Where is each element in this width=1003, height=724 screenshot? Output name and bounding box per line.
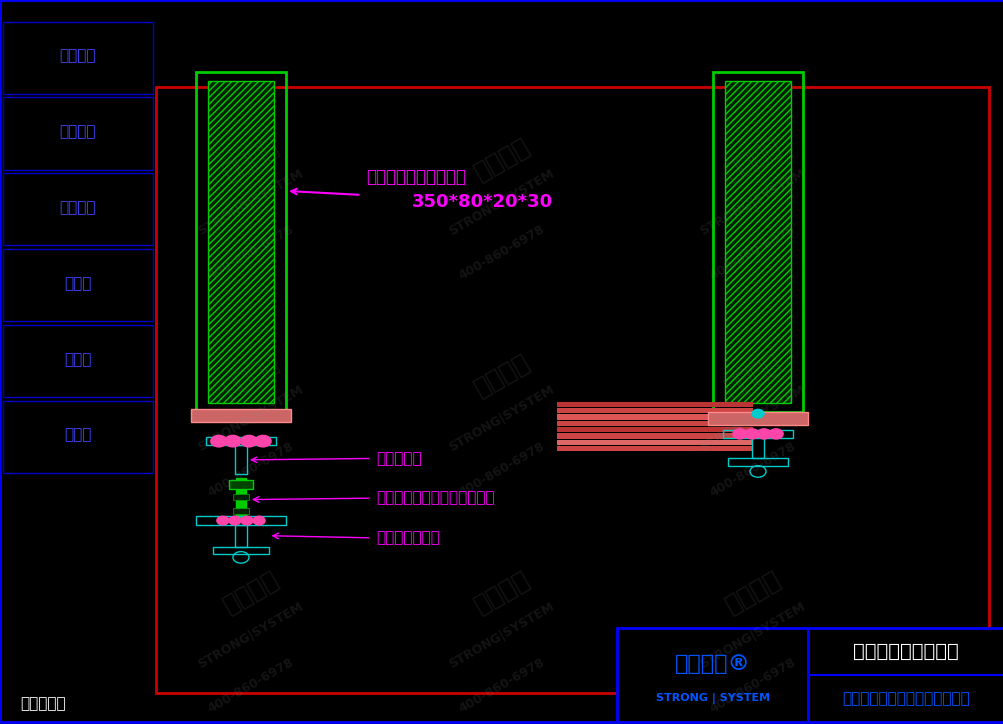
Text: STRONG|SYSTEM: STRONG|SYSTEM [196, 167, 306, 237]
Circle shape [211, 435, 227, 447]
Text: 中交矩形精制钢系统: 中交矩形精制钢系统 [853, 642, 958, 661]
Bar [213, 547, 269, 554]
Text: 西创系统: 西创系统 [720, 350, 784, 401]
Text: 大通透: 大通透 [64, 352, 91, 366]
Text: 西创系统: 西创系统 [469, 567, 534, 618]
Bar [229, 480, 253, 489]
Text: 400-860-6978: 400-860-6978 [707, 656, 797, 716]
Bar [235, 445, 247, 474]
Circle shape [241, 516, 253, 525]
Text: STRONG|SYSTEM: STRONG|SYSTEM [446, 383, 557, 454]
Text: 西创系统: 西创系统 [219, 133, 283, 184]
Text: 更纤细: 更纤细 [64, 427, 91, 442]
Text: STRONG|SYSTEM: STRONG|SYSTEM [697, 599, 807, 671]
Bar [617, 628, 807, 722]
Bar [557, 408, 752, 413]
Bar [724, 81, 790, 403]
Text: STRONG|SYSTEM: STRONG|SYSTEM [446, 599, 557, 671]
Text: 西创系统: 西创系统 [469, 133, 534, 184]
Circle shape [255, 435, 271, 447]
Text: 西创系统：精制钢立柱: 西创系统：精制钢立柱 [366, 168, 466, 186]
Bar [3, 22, 152, 94]
Text: STRONG|SYSTEM: STRONG|SYSTEM [446, 167, 557, 237]
Bar [206, 437, 276, 445]
Text: 西创系统: 西创系统 [219, 567, 283, 618]
Bar [557, 433, 752, 439]
Text: 超级防腐: 超级防腐 [59, 200, 96, 215]
Circle shape [744, 429, 758, 439]
Bar [196, 516, 286, 525]
Text: 安全防火: 安全防火 [59, 49, 96, 64]
Bar [807, 628, 1003, 722]
Bar [557, 439, 752, 445]
Circle shape [217, 516, 229, 525]
Text: 400-860-6978: 400-860-6978 [206, 656, 296, 716]
Bar [557, 414, 752, 420]
Circle shape [229, 516, 241, 525]
Text: 400-860-6978: 400-860-6978 [707, 439, 797, 499]
Bar [3, 400, 152, 473]
Text: 铝合金端头: 铝合金端头 [376, 451, 421, 466]
Bar [196, 72, 286, 411]
Circle shape [253, 516, 265, 525]
Circle shape [751, 409, 763, 418]
Circle shape [732, 429, 746, 439]
Text: STRONG|SYSTEM: STRONG|SYSTEM [196, 599, 306, 671]
Bar [722, 429, 792, 438]
Text: 大跨度: 大跨度 [64, 276, 91, 291]
Bar [557, 421, 752, 426]
Text: STRONG|SYSTEM: STRONG|SYSTEM [196, 383, 306, 454]
Bar [3, 249, 152, 321]
Text: 西创系统®: 西创系统® [674, 654, 750, 674]
Circle shape [225, 435, 241, 447]
Text: 西创系统：公母螺栓（专利）: 西创系统：公母螺栓（专利） [376, 491, 494, 505]
Bar [557, 402, 752, 407]
Text: STRONG|SYSTEM: STRONG|SYSTEM [697, 167, 807, 237]
Bar [233, 508, 249, 514]
Bar [557, 427, 752, 432]
Bar [3, 98, 152, 169]
Bar [3, 325, 152, 397]
Bar [191, 409, 291, 422]
Bar [751, 437, 763, 458]
Bar [208, 81, 274, 403]
Bar [712, 72, 802, 411]
Text: STRONG | SYSTEM: STRONG | SYSTEM [655, 693, 769, 704]
Text: 400-860-6978: 400-860-6978 [206, 439, 296, 499]
Circle shape [756, 429, 770, 439]
Circle shape [241, 435, 257, 447]
Bar [707, 411, 807, 424]
Bar [233, 494, 249, 500]
Bar [727, 458, 787, 466]
Bar [3, 173, 152, 245]
Bar [557, 446, 752, 451]
Text: 西创系统: 西创系统 [720, 567, 784, 618]
Text: 400-860-6978: 400-860-6978 [456, 223, 547, 282]
Text: 不锈钢机制螺栓: 不锈钢机制螺栓 [376, 531, 440, 545]
Bar [235, 525, 247, 547]
Text: 西创系统: 西创系统 [469, 350, 534, 401]
Bar [155, 87, 988, 693]
Text: 专利产品！: 专利产品！ [20, 696, 65, 712]
Text: 环保节能: 环保节能 [59, 125, 96, 139]
Text: 350*80*20*30: 350*80*20*30 [411, 193, 553, 211]
Text: STRONG|SYSTEM: STRONG|SYSTEM [697, 383, 807, 454]
Text: 400-860-6978: 400-860-6978 [456, 656, 547, 716]
Text: 西创金属科技（江苏）有限公司: 西创金属科技（江苏）有限公司 [842, 691, 969, 706]
Text: 400-860-6978: 400-860-6978 [707, 223, 797, 282]
Text: 400-860-6978: 400-860-6978 [206, 223, 296, 282]
Text: 西创系统: 西创系统 [720, 133, 784, 184]
Bar [236, 478, 246, 521]
Text: 400-860-6978: 400-860-6978 [456, 439, 547, 499]
Text: 西创系统: 西创系统 [219, 350, 283, 401]
Circle shape [768, 429, 782, 439]
